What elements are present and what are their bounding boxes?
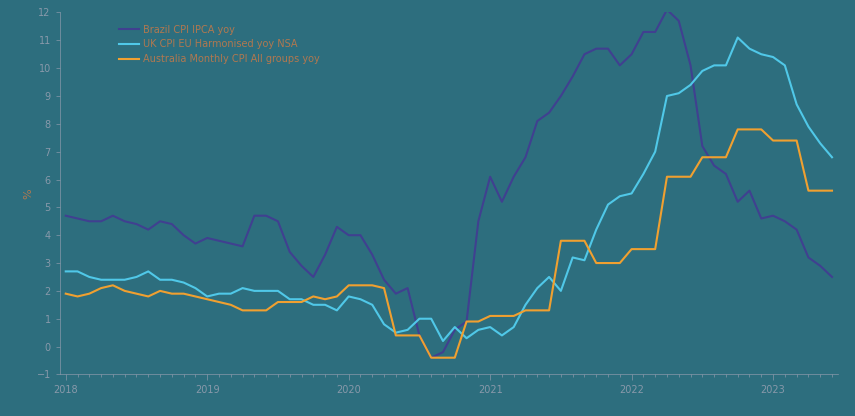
Brazil CPI IPCA yoy <box>297 263 307 268</box>
Australia Monthly CPI All groups yoy <box>61 291 71 296</box>
Brazil CPI IPCA yoy <box>827 275 837 280</box>
Australia Monthly CPI All groups yoy <box>250 308 260 313</box>
Y-axis label: %: % <box>24 188 34 199</box>
UK CPI EU Harmonised yoy NSA <box>250 288 260 293</box>
Line: Australia Monthly CPI All groups yoy: Australia Monthly CPI All groups yoy <box>66 129 832 358</box>
Line: Brazil CPI IPCA yoy: Brazil CPI IPCA yoy <box>66 10 832 358</box>
UK CPI EU Harmonised yoy NSA <box>827 155 837 160</box>
Brazil CPI IPCA yoy <box>120 219 130 224</box>
Brazil CPI IPCA yoy <box>391 291 401 296</box>
Australia Monthly CPI All groups yoy <box>403 333 413 338</box>
Brazil CPI IPCA yoy <box>426 355 436 360</box>
Line: UK CPI EU Harmonised yoy NSA: UK CPI EU Harmonised yoy NSA <box>66 37 832 341</box>
Brazil CPI IPCA yoy <box>250 213 260 218</box>
Australia Monthly CPI All groups yoy <box>426 355 436 360</box>
Australia Monthly CPI All groups yoy <box>391 333 401 338</box>
UK CPI EU Harmonised yoy NSA <box>391 330 401 335</box>
Australia Monthly CPI All groups yoy <box>827 188 837 193</box>
UK CPI EU Harmonised yoy NSA <box>120 277 130 282</box>
Brazil CPI IPCA yoy <box>686 63 696 68</box>
UK CPI EU Harmonised yoy NSA <box>61 269 71 274</box>
Australia Monthly CPI All groups yoy <box>297 300 307 305</box>
Australia Monthly CPI All groups yoy <box>674 174 684 179</box>
Brazil CPI IPCA yoy <box>61 213 71 218</box>
Brazil CPI IPCA yoy <box>403 286 413 291</box>
UK CPI EU Harmonised yoy NSA <box>438 339 448 344</box>
UK CPI EU Harmonised yoy NSA <box>297 297 307 302</box>
Australia Monthly CPI All groups yoy <box>733 127 743 132</box>
UK CPI EU Harmonised yoy NSA <box>403 327 413 332</box>
Brazil CPI IPCA yoy <box>662 7 672 12</box>
UK CPI EU Harmonised yoy NSA <box>733 35 743 40</box>
Legend: Brazil CPI IPCA yoy, UK CPI EU Harmonised yoy NSA, Australia Monthly CPI All gro: Brazil CPI IPCA yoy, UK CPI EU Harmonise… <box>119 25 321 64</box>
Australia Monthly CPI All groups yoy <box>120 288 130 293</box>
UK CPI EU Harmonised yoy NSA <box>674 91 684 96</box>
